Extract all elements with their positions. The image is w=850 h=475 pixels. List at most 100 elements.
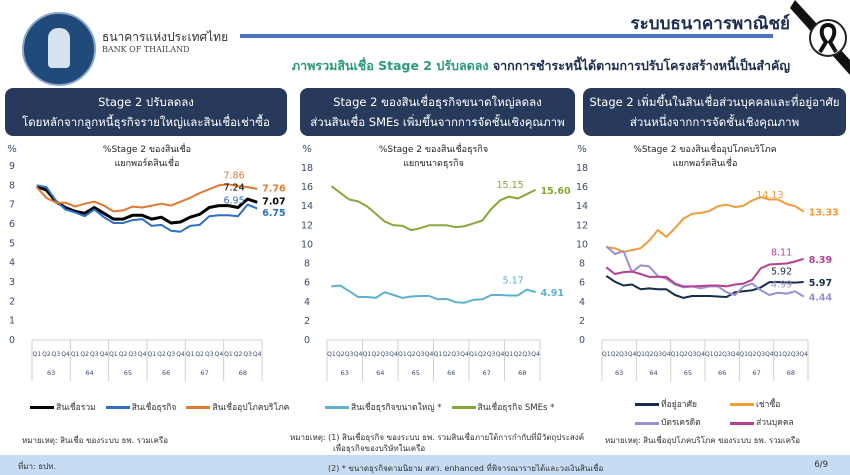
x-tick-quarter: Q2 <box>119 351 128 358</box>
x-tick-quarter: Q3 <box>451 351 460 358</box>
note-chart-2-line-3: (2) * ขนาดธุรกิจตามนิยาม สสว. enhanced ท… <box>328 464 604 473</box>
note-chart-1: หมายเหตุ: สินเชื่อ ของระบบ ธพ. รวมเครือ <box>22 436 168 445</box>
y-tick-label: 16 <box>576 182 588 193</box>
y-tick-label: 12 <box>576 220 588 231</box>
data-label: 7.76 <box>262 183 286 194</box>
y-tick-label: 9 <box>9 161 15 172</box>
y-tick-label: 2 <box>579 316 585 327</box>
bank-name-en: BANK OF THAILAND <box>102 45 190 54</box>
x-tick-quarter: Q1 <box>505 351 514 358</box>
data-label: 8.39 <box>809 255 832 266</box>
x-tick-year: 67 <box>200 369 208 377</box>
data-label: 4.44 <box>809 293 833 304</box>
y-axis-unit: % <box>302 144 312 155</box>
legend-label: ส่วนบุคคล <box>756 418 794 428</box>
x-tick-quarter: Q1 <box>71 351 80 358</box>
legend-swatch <box>635 403 659 406</box>
x-tick-quarter: Q2 <box>157 351 166 358</box>
x-tick-quarter: Q1 <box>224 351 233 358</box>
legend-item: สินเชื่อธุรกิจ <box>105 400 177 414</box>
legend-swatch <box>451 405 476 409</box>
x-tick-year: 63 <box>341 369 349 377</box>
x-tick-quarter: Q2 <box>407 351 416 358</box>
y-tick-label: 7 <box>9 200 15 211</box>
x-tick-quarter: Q2 <box>336 351 345 358</box>
x-tick-quarter: Q3 <box>619 351 628 358</box>
legend-swatch <box>325 405 349 409</box>
y-tick-label: 0 <box>304 335 310 346</box>
legend-item: สินเชื่อรวม <box>30 400 96 414</box>
page-subtitle: ภาพรวมสินเชื่อ Stage 2 ปรับลดลง จากการชำ… <box>292 56 790 76</box>
subtitle-highlight: ภาพรวมสินเชื่อ Stage 2 ปรับลดลง <box>291 58 489 73</box>
x-tick-quarter: Q2 <box>80 351 89 358</box>
x-tick-year: 68 <box>518 369 526 377</box>
x-tick-quarter: Q4 <box>389 351 398 358</box>
data-label: 4.91 <box>541 288 564 299</box>
summary-box-1: Stage 2 ปรับลดลง โดยหลักจากลูกหนี้ธุรกิจร… <box>5 88 287 136</box>
series-line-3 <box>605 245 805 298</box>
x-tick-quarter: Q3 <box>791 351 800 358</box>
x-tick-quarter: Q1 <box>434 351 443 358</box>
legend-label: สินเชื่อธุรกิจ SMEs * <box>477 403 555 413</box>
page-number: 6/9 <box>814 460 828 470</box>
mourning-ribbon-icon <box>790 0 850 75</box>
legend-label: เช่าซื้อ <box>756 399 781 410</box>
data-label: 5.17 <box>503 276 524 287</box>
x-tick-year: 67 <box>752 369 760 377</box>
series-line-1 <box>331 284 536 304</box>
x-tick-quarter: Q1 <box>739 351 748 358</box>
x-tick-quarter: Q2 <box>443 351 452 358</box>
y-axis-unit: % <box>7 144 17 155</box>
y-tick-label: 6 <box>579 278 585 289</box>
x-tick-quarter: Q1 <box>33 351 42 358</box>
legend-label: ที่อยู่อาศัย <box>661 399 697 410</box>
x-tick-quarter: Q2 <box>679 351 688 358</box>
note-chart-3: หมายเหตุ: สินเชื่ออุปโภคบริโภค ของระบบ ธ… <box>605 436 801 445</box>
data-label: 5.97 <box>809 278 832 289</box>
x-tick-quarter: Q2 <box>514 351 523 358</box>
data-label: 8.11 <box>771 248 792 259</box>
data-label: 7.86 <box>223 171 244 182</box>
box-line-2: โดยหลักจากลูกหนี้ธุรกิจรายใหญ่และสินเชื่… <box>22 115 270 129</box>
x-tick-quarter: Q2 <box>748 351 757 358</box>
x-tick-quarter: Q1 <box>109 351 118 358</box>
x-tick-quarter: Q4 <box>354 351 363 358</box>
y-tick-label: 14 <box>576 201 588 212</box>
y-tick-label: 14 <box>301 201 313 212</box>
x-tick-quarter: Q2 <box>478 351 487 358</box>
legend-label: บัตรเครดิต <box>661 418 701 428</box>
y-tick-label: 8 <box>579 259 585 270</box>
source-note: ที่มา: ธปท. <box>18 462 57 471</box>
x-tick-quarter: Q1 <box>636 351 645 358</box>
x-tick-quarter: Q2 <box>611 351 620 358</box>
x-tick-quarter: Q3 <box>722 351 731 358</box>
x-tick-quarter: Q1 <box>602 351 611 358</box>
legend-item: ที่อยู่อาศัย <box>635 396 720 414</box>
data-label: 15.15 <box>496 180 523 191</box>
x-tick-year: 63 <box>47 369 55 377</box>
legend-item: สินเชื่อธุรกิจ SMEs * <box>451 400 555 414</box>
header-divider <box>240 34 773 38</box>
bank-of-thailand-logo <box>22 12 96 86</box>
chart-title: %Stage 2 ของสินเชื่อธุรกิจ <box>379 142 488 155</box>
x-tick-quarter: Q4 <box>731 351 740 358</box>
data-label: 7.07 <box>262 196 285 207</box>
subtitle-rest: จากการชำระหนี้ได้ตามการปรับโครงสร้างหนี้… <box>488 58 790 73</box>
legend-label: สินเชื่อธุรกิจ <box>131 403 177 413</box>
y-tick-label: 6 <box>9 219 15 230</box>
x-tick-quarter: Q3 <box>128 351 137 358</box>
y-tick-label: 2 <box>304 316 310 327</box>
x-tick-quarter: Q3 <box>487 351 496 358</box>
x-tick-year: 65 <box>124 369 132 377</box>
x-tick-quarter: Q3 <box>167 351 176 358</box>
x-tick-quarter: Q1 <box>186 351 195 358</box>
x-tick-quarter: Q1 <box>148 351 157 358</box>
y-tick-label: 0 <box>9 335 15 346</box>
series-line-2 <box>330 185 537 232</box>
x-tick-year: 65 <box>412 369 420 377</box>
legend-item: สินเชื่ออุปโภคบริโภค <box>186 400 289 414</box>
legend-swatch <box>186 405 211 409</box>
y-tick-label: 2 <box>9 296 15 307</box>
box-line-1: Stage 2 ของสินเชื่อธุรกิจขนาดใหญ่ลดลง <box>333 95 542 109</box>
